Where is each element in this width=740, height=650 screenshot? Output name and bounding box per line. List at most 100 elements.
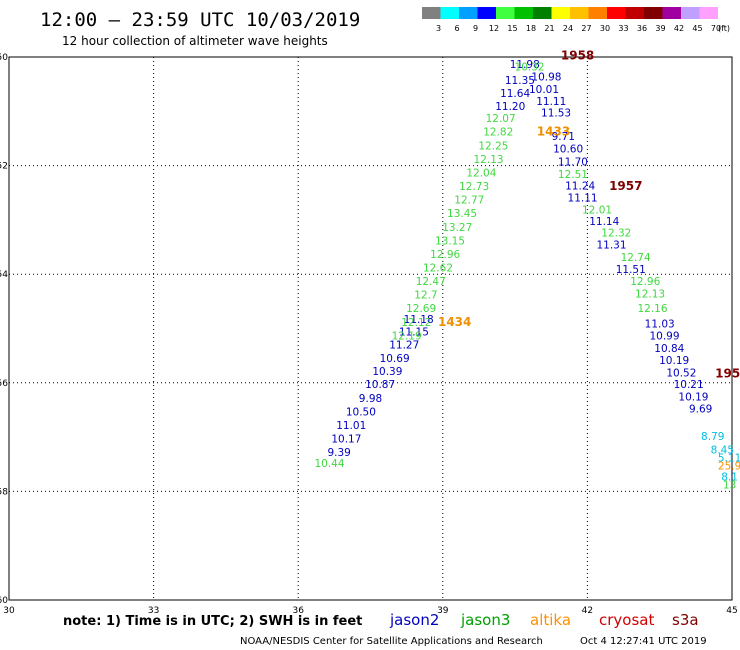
data-label-jason3: 12.13 xyxy=(635,289,665,301)
data-label-jason3: 12.73 xyxy=(459,181,489,193)
data-label-jason3: 13.15 xyxy=(435,235,465,247)
legend-item-altika: altika xyxy=(530,611,571,629)
chart-subtitle: 12 hour collection of altimeter wave hei… xyxy=(62,34,328,48)
data-label-jason2: 11.35 xyxy=(505,75,535,87)
colorbar-label: 27 xyxy=(581,24,591,33)
data-label-jason2: 11.01 xyxy=(336,420,366,432)
time-annotations: 1958 1433 1957 1434 1956 xyxy=(438,49,740,381)
data-label-jason3: 12.7 xyxy=(414,290,437,302)
colorbar-label: 21 xyxy=(544,24,554,33)
footer-timestamp: Oct 4 12:27:41 UTC 2019 xyxy=(580,636,707,647)
time-annotation: 1434 xyxy=(438,315,471,329)
data-label-jason3: 13.45 xyxy=(447,208,477,220)
data-label-jason2: 11.18 xyxy=(404,314,434,326)
colorbar-label: 36 xyxy=(637,24,647,33)
colorbar-swatch xyxy=(588,7,607,19)
data-label-s3a: 8.79 xyxy=(701,431,724,443)
legend: jason2 jason3 altika cryosat s3a xyxy=(389,611,699,629)
colorbar-label: 45 xyxy=(692,24,702,33)
data-label-jason2: 10.50 xyxy=(346,406,376,418)
data-label-jason2: 10.39 xyxy=(372,366,402,378)
x-tick-label: 30 xyxy=(3,606,15,616)
data-label-jason2: 10.52 xyxy=(666,367,696,379)
colorbar-unit: (ft) xyxy=(718,24,730,33)
data-label-jason3: 12.96 xyxy=(430,249,460,261)
legend-item-cryosat: cryosat xyxy=(599,611,654,629)
data-label-jason2: 11.64 xyxy=(500,88,530,100)
data-points: 11.9811.3511.6411.2010.9810.0111.1111.53… xyxy=(314,59,740,492)
colorbar-label: 3 xyxy=(436,24,441,33)
colorbar-swatch xyxy=(699,7,718,19)
data-label-jason3: 12.01 xyxy=(582,204,612,216)
data-label-jason2: 11.11 xyxy=(536,96,566,108)
data-label-jason3: 12.32 xyxy=(601,228,631,240)
data-label-jason3: 10.32 xyxy=(515,62,545,74)
data-label-jason3: 12.69 xyxy=(406,303,436,315)
data-label-jason2: 10.69 xyxy=(380,353,410,365)
data-label-jason3: 12.96 xyxy=(630,276,660,288)
colorbar-swatch xyxy=(440,7,459,19)
y-tick-label: -60 xyxy=(0,596,8,606)
data-label-jason2: 9.39 xyxy=(327,447,350,459)
legend-item-jason2: jason2 xyxy=(389,611,439,629)
colorbar-swatch xyxy=(477,7,496,19)
colorbar-swatch xyxy=(570,7,589,19)
chart-title: 12:00 – 23:59 UTC 10/03/2019 xyxy=(40,9,360,31)
data-label-jason2: 10.98 xyxy=(531,71,561,83)
data-label-s3a: 5.11 xyxy=(718,453,740,465)
data-label-jason3: 13 xyxy=(723,480,736,492)
time-annotation: 1956 xyxy=(715,366,740,380)
colorbar-swatch xyxy=(662,7,681,19)
x-tick-label: 45 xyxy=(726,606,737,616)
plot-area xyxy=(8,56,733,601)
data-label-altika: 25.9 xyxy=(718,461,740,473)
data-label-jason2: 10.99 xyxy=(649,330,679,342)
data-label-jason2: 9.69 xyxy=(689,404,712,416)
colorbar-swatch xyxy=(625,7,644,19)
data-label-jason3: 12.74 xyxy=(621,252,651,264)
colorbar-label: 39 xyxy=(655,24,665,33)
y-tick-label: -50 xyxy=(0,53,8,63)
data-label-jason3: 12.04 xyxy=(466,167,496,179)
colorbar-label: 70 xyxy=(711,24,721,33)
colorbar-label: 12 xyxy=(489,24,499,33)
y-tick-label: -54 xyxy=(0,270,8,280)
legend-note: note: 1) Time is in UTC; 2) SWH is in fe… xyxy=(63,614,362,629)
legend-item-jason3: jason3 xyxy=(460,611,510,629)
data-label-jason3: 12.12 xyxy=(401,317,431,329)
data-label-jason2: 9.71 xyxy=(552,131,575,143)
data-label-s3a: 8.1 xyxy=(721,472,738,484)
legend-item-s3a: s3a xyxy=(672,611,699,629)
y-tick-label: -56 xyxy=(0,379,8,389)
data-label-jason2: 11.31 xyxy=(596,240,626,252)
colorbar-label: 9 xyxy=(473,24,478,33)
colorbar-swatch xyxy=(607,7,626,19)
data-label-jason2: 11.20 xyxy=(495,101,525,113)
colorbar-label: 15 xyxy=(507,24,517,33)
data-label-jason2: 11.24 xyxy=(565,180,595,192)
data-label-jason3: 10.44 xyxy=(314,458,344,470)
data-label-jason2: 11.53 xyxy=(541,108,571,120)
data-label-jason2: 11.70 xyxy=(558,157,588,169)
colorbar-swatch xyxy=(459,7,478,19)
data-label-jason2: 10.84 xyxy=(654,343,684,355)
x-tick-label: 39 xyxy=(437,606,449,616)
colorbar-swatch xyxy=(644,7,663,19)
colorbar-label: 33 xyxy=(618,24,628,33)
data-label-jason3: 12.16 xyxy=(637,303,667,315)
colorbar: 3 6 9 12 15 18 21 24 27 30 33 36 39 42 45 70 xyxy=(422,7,721,33)
data-label-jason2: 10.17 xyxy=(331,434,361,446)
colorbar-swatch xyxy=(533,7,552,19)
x-tick-label: 36 xyxy=(292,606,304,616)
colorbar-label: 24 xyxy=(563,24,573,33)
colorbar-label: 30 xyxy=(600,24,610,33)
data-label-jason2: 11.51 xyxy=(616,264,646,276)
data-label-jason2: 11.03 xyxy=(645,318,675,330)
x-tick-label: 42 xyxy=(582,606,593,616)
data-label-jason3: 12.25 xyxy=(478,140,508,152)
data-label-jason3: 12.77 xyxy=(454,195,484,207)
colorbar-swatch xyxy=(551,7,570,19)
data-label-jason2: 10.19 xyxy=(659,355,689,367)
colorbar-label: 42 xyxy=(674,24,684,33)
colorbar-label: 6 xyxy=(454,24,459,33)
